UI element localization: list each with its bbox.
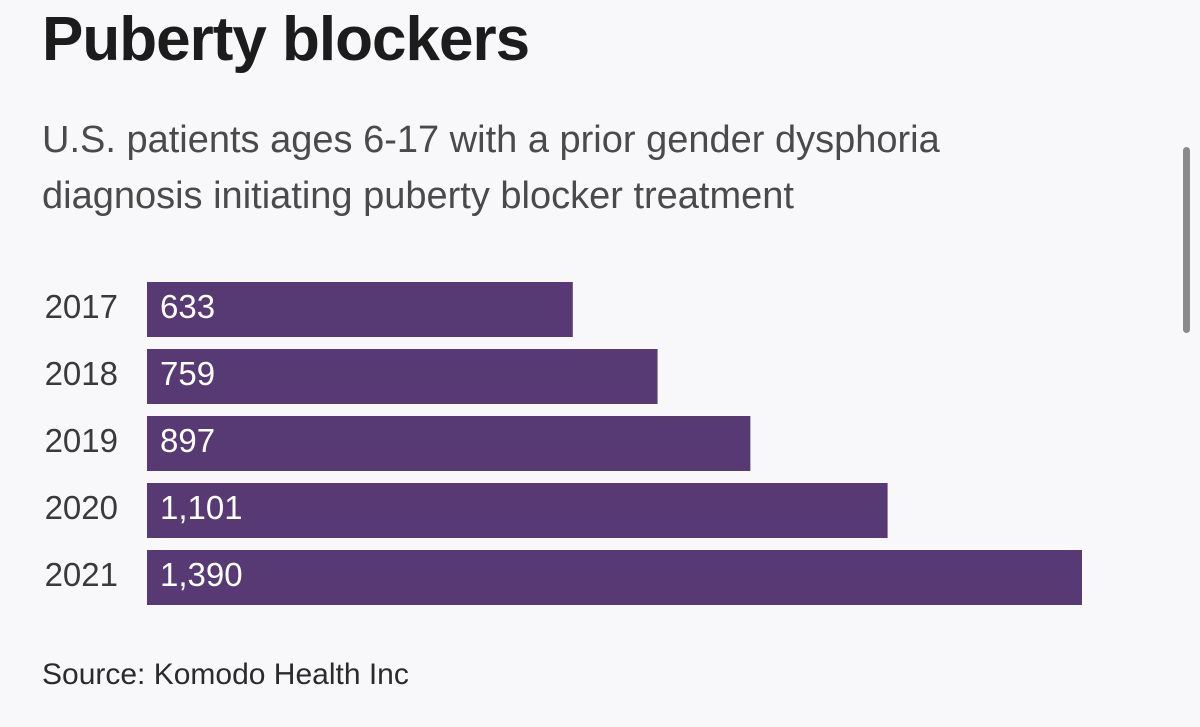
bar-2017: [147, 282, 573, 337]
bar-value-label: 759: [160, 355, 215, 392]
bar-value-label: 633: [160, 288, 215, 325]
bar-2020: [147, 483, 888, 538]
bar-2018: [147, 349, 658, 404]
bar-2021: [147, 550, 1082, 605]
bar-2019: [147, 416, 751, 471]
y-tick-label: 2017: [45, 288, 118, 325]
y-tick-label: 2019: [45, 422, 118, 459]
bar-value-label: 897: [160, 422, 215, 459]
y-tick-label: 2021: [45, 556, 118, 593]
y-tick-label: 2018: [45, 355, 118, 392]
y-tick-label: 2020: [45, 489, 118, 526]
bar-value-label: 1,390: [160, 556, 243, 593]
chart-subtitle: U.S. patients ages 6-17 with a prior gen…: [42, 119, 940, 217]
scrollbar[interactable]: [1183, 147, 1190, 333]
bar-value-label: 1,101: [160, 489, 243, 526]
chart-title: Puberty blockers: [42, 5, 530, 74]
source-note: Source: Komodo Health Inc: [42, 658, 409, 691]
